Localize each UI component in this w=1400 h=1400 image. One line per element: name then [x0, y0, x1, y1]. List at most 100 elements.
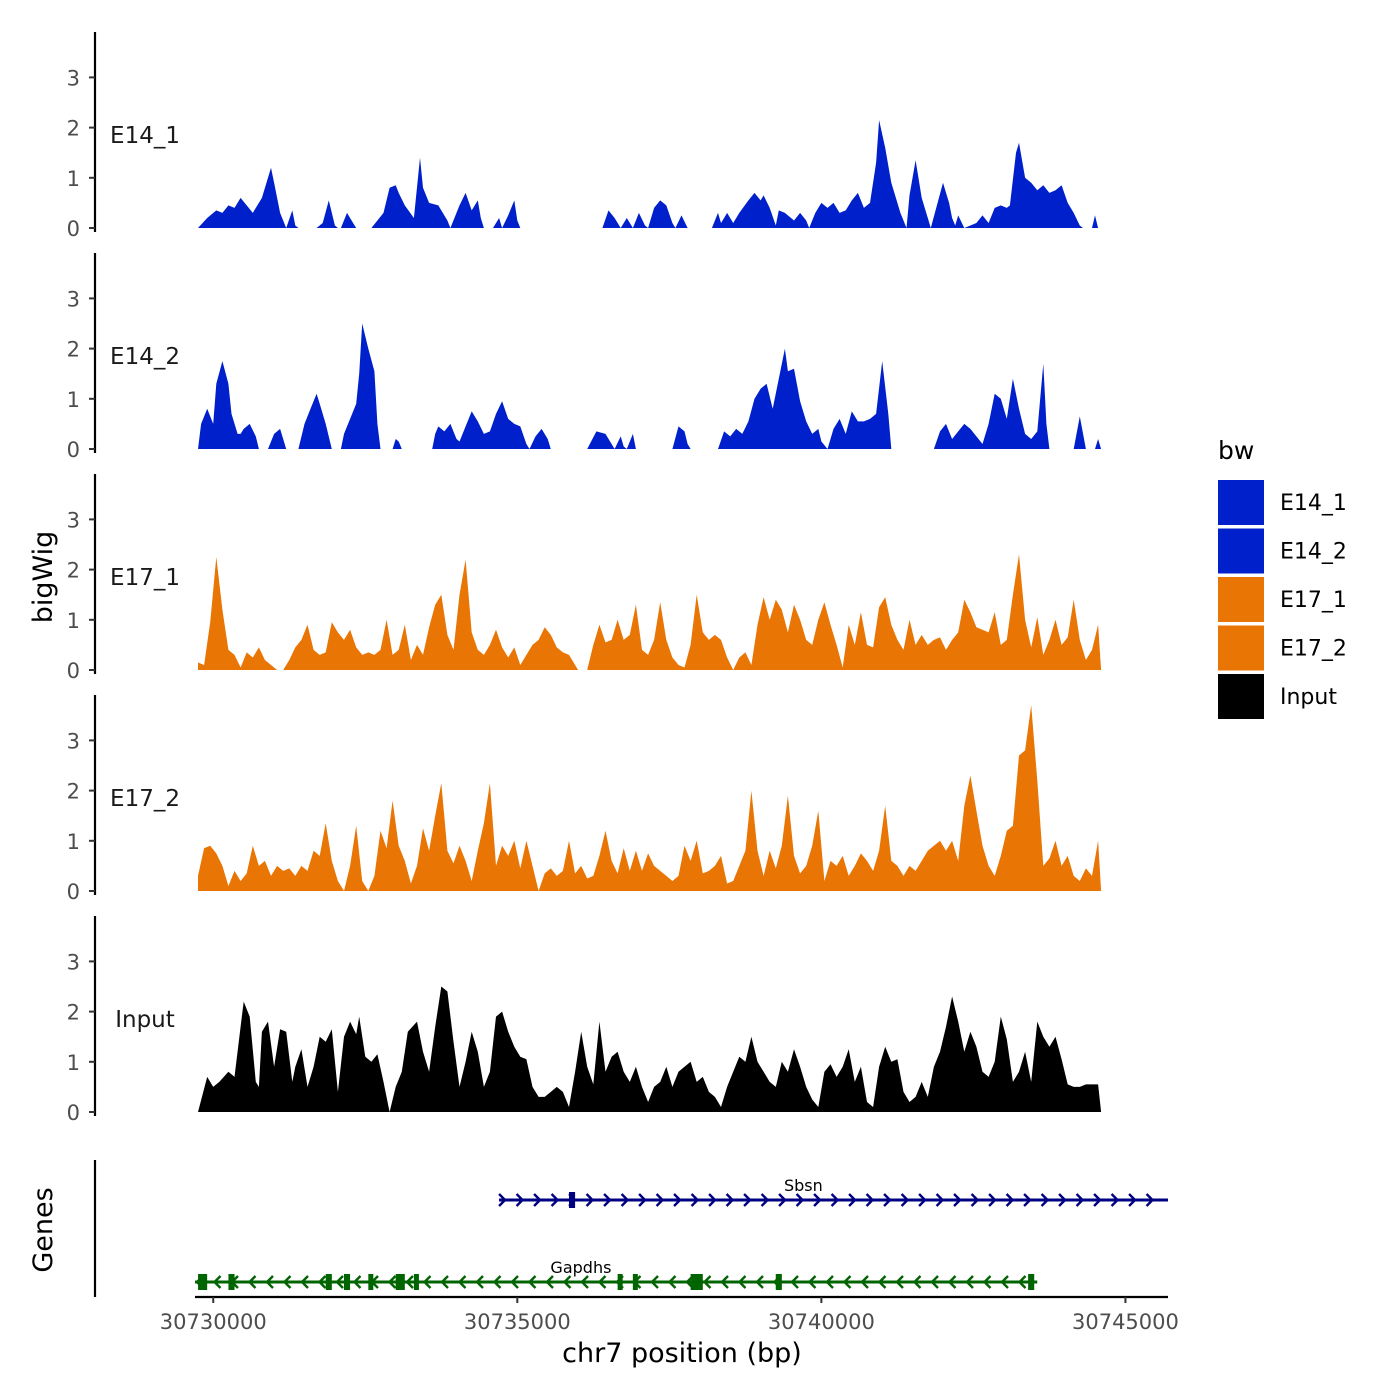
legend-label: E17_1 [1280, 588, 1347, 613]
strand-arrow [492, 1275, 502, 1289]
legend-entry-e17_2: E17_2 [1218, 625, 1347, 671]
coverage-area-e14_2 [198, 323, 1102, 449]
x-tick-label: 30745000 [1072, 1310, 1179, 1334]
strand-arrow [247, 1275, 257, 1289]
exon [1028, 1274, 1035, 1290]
legend-entry-e14_2: E14_2 [1218, 528, 1347, 574]
strand-arrow [1093, 1193, 1102, 1207]
strand-arrow [947, 1275, 957, 1289]
strand-arrow [708, 1193, 717, 1207]
y-axis-title: bigWig [28, 531, 59, 624]
track-label: E17_2 [110, 786, 180, 812]
legend-swatch [1218, 577, 1264, 622]
gene-gapdhs: Gapdhs [195, 1258, 1038, 1290]
strand-arrow [1005, 1193, 1015, 1207]
y-tick-label: 3 [67, 66, 80, 90]
y-tick-label: 1 [67, 830, 80, 854]
bigwig-tracks: 0 1 2 3 E14_1 0 1 2 3 E14_2 0 1 2 3 E17_1 0 1 2 3 E17_2 0 1 2 3… [67, 32, 1102, 1125]
strand-arrow [545, 1275, 554, 1289]
strand-arrow [1017, 1275, 1027, 1289]
strand-arrow [860, 1275, 869, 1289]
exon [343, 1274, 351, 1290]
y-tick-label: 0 [67, 1101, 80, 1125]
exon [395, 1274, 405, 1290]
strand-arrow [848, 1193, 857, 1207]
x-tick-label: 30740000 [768, 1310, 875, 1334]
track-input: 0 1 2 3 Input [67, 916, 1102, 1125]
x-axis: 30730000 30735000 30740000 30745000 [160, 1295, 1179, 1334]
strand-arrow [900, 1193, 910, 1207]
strand-arrow [825, 1275, 834, 1289]
strand-arrow [515, 1193, 525, 1207]
legend-title: bw [1218, 436, 1254, 465]
strand-arrow [510, 1275, 519, 1289]
strand-arrow [918, 1193, 927, 1207]
y-tick-label: 2 [67, 780, 80, 804]
gene-label: Sbsn [784, 1176, 823, 1195]
legend-swatch [1218, 625, 1264, 671]
strand-arrow [655, 1193, 665, 1207]
strand-arrow [562, 1275, 572, 1289]
track-e14_2: 0 1 2 3 E14_2 [67, 253, 1102, 462]
strand-arrow [988, 1193, 997, 1207]
exon [775, 1274, 782, 1290]
legend-label: E14_1 [1280, 491, 1347, 516]
y-tick-label: 3 [67, 950, 80, 974]
exon [632, 1274, 638, 1290]
legend-label: Input [1280, 685, 1337, 710]
strand-arrow [970, 1193, 980, 1207]
strand-arrow [335, 1275, 344, 1289]
y-tick-label: 1 [67, 167, 80, 191]
strand-arrow [667, 1275, 677, 1289]
y-tick-label: 3 [67, 287, 80, 311]
strand-arrow [935, 1193, 945, 1207]
strand-arrow [317, 1275, 327, 1289]
strand-arrow [790, 1275, 799, 1289]
strand-arrow [737, 1275, 747, 1289]
y-tick-label: 3 [67, 729, 80, 753]
strand-arrow [550, 1193, 560, 1207]
strand-arrow [877, 1275, 887, 1289]
exon [325, 1274, 332, 1290]
x-axis-title: chr7 position (bp) [562, 1338, 802, 1369]
strand-arrow [300, 1275, 309, 1289]
y-tick-label: 3 [67, 508, 80, 532]
strand-arrow [930, 1275, 939, 1289]
strand-arrow [813, 1193, 822, 1207]
strand-arrow [422, 1275, 432, 1289]
y-tick-label: 1 [67, 388, 80, 412]
y-tick-label: 1 [67, 609, 80, 633]
strand-arrow [352, 1275, 362, 1289]
strand-arrow [673, 1193, 682, 1207]
y-tick-label: 0 [67, 880, 80, 904]
legend-label: E17_2 [1280, 637, 1347, 662]
strand-arrow [1110, 1193, 1120, 1207]
strand-arrow [842, 1275, 852, 1289]
exon [198, 1274, 208, 1290]
exon [413, 1274, 419, 1290]
exon [617, 1274, 623, 1290]
y-tick-label: 2 [67, 117, 80, 141]
strand-arrow [1040, 1193, 1050, 1207]
exon [368, 1274, 374, 1290]
legend: bw E14_1 E14_2 E17_1 E17_2 Input [1218, 436, 1347, 719]
coverage-area-e17_1 [198, 554, 1102, 670]
legend-entry-e14_1: E14_1 [1218, 480, 1347, 525]
legend-swatch [1218, 528, 1264, 574]
legend-entry-input: Input [1218, 674, 1337, 719]
strand-arrow [807, 1275, 817, 1289]
strand-arrow [440, 1275, 449, 1289]
strand-arrow [405, 1275, 414, 1289]
track-e17_2: 0 1 2 3 E17_2 [67, 695, 1102, 904]
legend-swatch [1218, 674, 1264, 719]
coverage-area-e17_2 [198, 705, 1102, 891]
legend-swatch [1218, 480, 1264, 525]
gene-sbsn: Sbsn [498, 1176, 1168, 1208]
strand-arrow [743, 1193, 752, 1207]
track-label: E14_1 [110, 123, 180, 149]
strand-arrow [778, 1193, 787, 1207]
exon [568, 1192, 576, 1208]
y-tick-label: 2 [67, 1001, 80, 1025]
strand-arrow [585, 1193, 595, 1207]
gene-label: Gapdhs [550, 1258, 611, 1277]
